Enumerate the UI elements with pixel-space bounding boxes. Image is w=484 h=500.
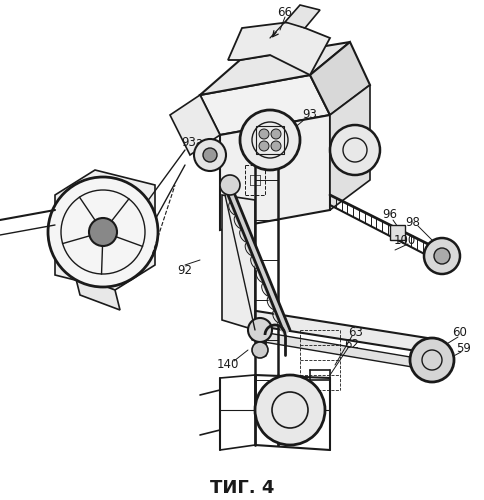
Polygon shape xyxy=(200,42,350,95)
Polygon shape xyxy=(250,330,442,372)
Circle shape xyxy=(203,148,217,162)
Circle shape xyxy=(220,175,240,195)
Text: 140: 140 xyxy=(217,358,239,372)
Polygon shape xyxy=(220,115,330,230)
Circle shape xyxy=(48,177,158,287)
Text: 92: 92 xyxy=(178,264,193,276)
Circle shape xyxy=(240,110,300,170)
Text: 62: 62 xyxy=(345,338,360,350)
Polygon shape xyxy=(200,75,330,135)
Polygon shape xyxy=(170,95,220,155)
Polygon shape xyxy=(390,225,405,240)
Text: 96: 96 xyxy=(382,208,397,222)
Text: 100: 100 xyxy=(394,234,416,246)
Polygon shape xyxy=(330,85,370,210)
Circle shape xyxy=(259,129,269,139)
Polygon shape xyxy=(222,195,255,330)
Text: 93a: 93a xyxy=(181,136,203,148)
Circle shape xyxy=(410,338,454,382)
Circle shape xyxy=(271,129,281,139)
Circle shape xyxy=(424,238,460,274)
Circle shape xyxy=(194,139,226,171)
Circle shape xyxy=(259,141,269,151)
Circle shape xyxy=(89,218,117,246)
Text: 60: 60 xyxy=(453,326,468,340)
Text: ΤИГ. 4: ΤИГ. 4 xyxy=(210,479,274,497)
Circle shape xyxy=(248,318,272,342)
Polygon shape xyxy=(75,275,120,310)
Text: 63: 63 xyxy=(348,326,363,338)
Polygon shape xyxy=(310,42,370,115)
Circle shape xyxy=(330,125,380,175)
Circle shape xyxy=(255,375,325,445)
Polygon shape xyxy=(228,22,330,75)
Polygon shape xyxy=(285,5,320,28)
Circle shape xyxy=(271,141,281,151)
Text: 93: 93 xyxy=(302,108,318,122)
Polygon shape xyxy=(55,170,155,290)
Text: 66: 66 xyxy=(277,6,292,18)
Polygon shape xyxy=(250,310,442,355)
Circle shape xyxy=(252,342,268,358)
Circle shape xyxy=(434,248,450,264)
Text: 98: 98 xyxy=(406,216,421,228)
Text: 59: 59 xyxy=(456,342,471,354)
